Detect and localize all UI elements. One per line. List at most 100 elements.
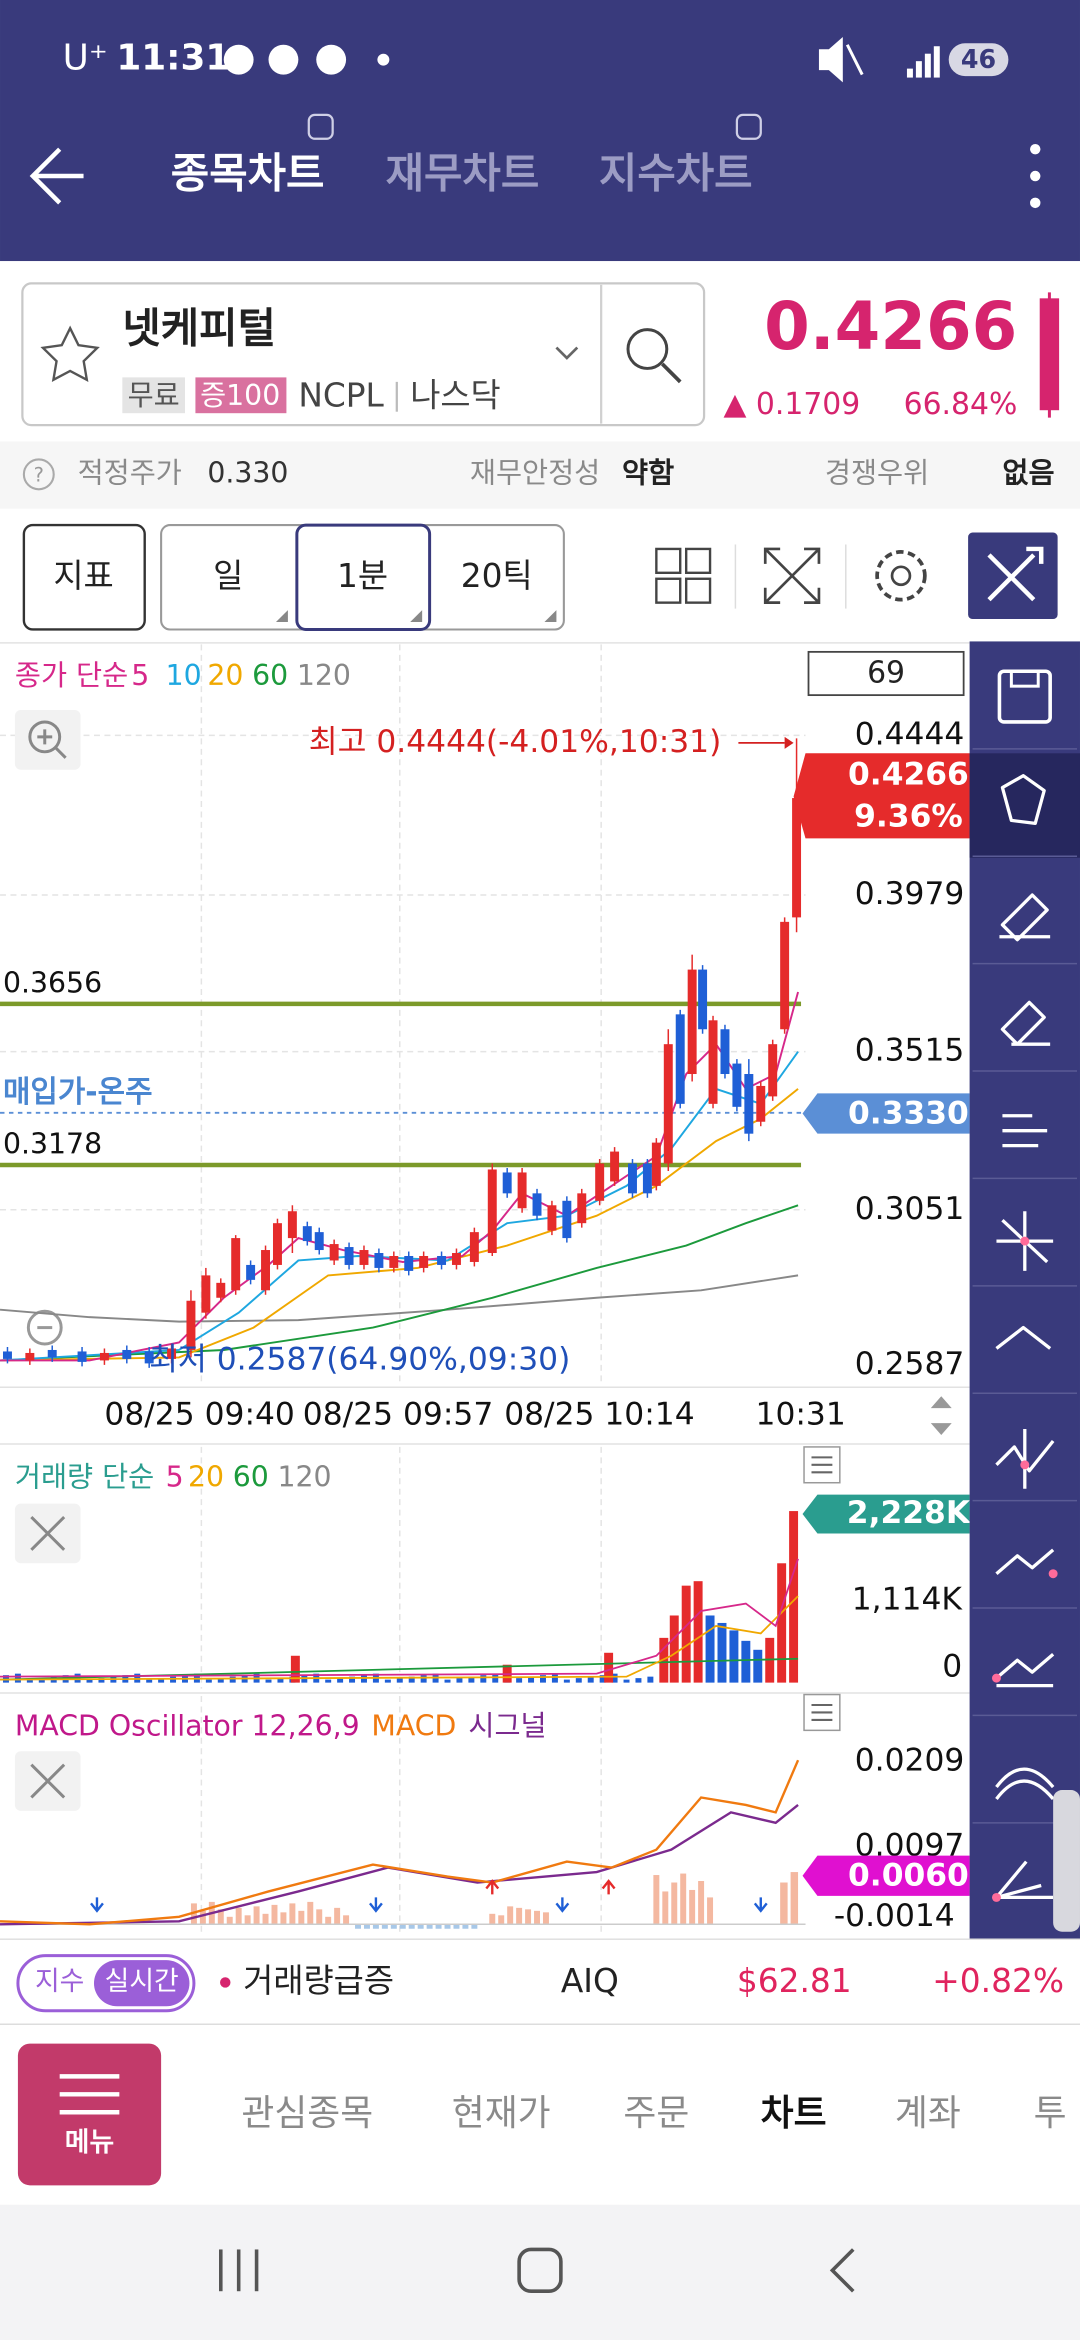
header-tab[interactable]: 재무차트 <box>386 149 540 198</box>
indicator-label[interactable]: 지표 <box>53 557 113 595</box>
macd-bar <box>381 1924 388 1929</box>
sidebar-tool[interactable] <box>995 1860 1054 1900</box>
ma120 <box>0 1274 799 1323</box>
tools-icon[interactable] <box>987 546 1044 602</box>
volume-bar <box>599 1675 606 1683</box>
tag-margin: 증100 <box>200 379 280 412</box>
sidebar-tool[interactable] <box>995 1429 1055 1489</box>
nav-item[interactable]: 현재가 <box>452 2093 551 2134</box>
period-selected <box>295 523 432 631</box>
volume-bar <box>456 1678 463 1683</box>
sidebar-tool[interactable] <box>999 893 1051 942</box>
stability: 약함 <box>622 456 674 489</box>
sidebar-tool[interactable] <box>995 1325 1052 1350</box>
candle <box>547 1205 557 1231</box>
expand-icon[interactable] <box>763 547 821 604</box>
macd-current: 0.0060 <box>848 1858 969 1894</box>
back-button[interactable] <box>29 147 84 205</box>
date-label: 08/25 09:40 <box>104 1397 294 1433</box>
candle <box>744 1074 754 1134</box>
candle <box>675 1014 685 1104</box>
price-axis-label: 0.3979 <box>855 876 965 912</box>
legend-ma: 5 <box>131 659 149 692</box>
candle <box>287 1211 297 1239</box>
zoom-in-icon[interactable] <box>28 720 62 754</box>
macd-bar <box>444 1924 451 1929</box>
zoom-out-icon[interactable] <box>26 1309 63 1346</box>
nav-item[interactable]: 관심종목 <box>241 2093 373 2134</box>
candle <box>708 1020 718 1104</box>
volume-bar <box>444 1679 451 1683</box>
volume-bar <box>384 1679 391 1683</box>
status-icon <box>268 44 299 75</box>
sidebar-tool[interactable] <box>995 1548 1055 1575</box>
sidebar-tool[interactable] <box>1000 1000 1051 1046</box>
news-text[interactable]: 거래량급증 <box>243 1962 394 2000</box>
nav-item[interactable]: 계좌 <box>895 2093 961 2134</box>
tab-icon <box>735 113 762 140</box>
candle <box>144 1351 154 1364</box>
signal-bar <box>906 68 913 78</box>
sidebar-tool[interactable] <box>995 1653 1055 1688</box>
kebab-dot <box>1030 197 1041 209</box>
candle <box>329 1244 339 1261</box>
buy-arrow <box>601 1879 616 1895</box>
sidebar-tool[interactable] <box>1000 774 1046 826</box>
signal-bar <box>933 46 940 78</box>
macd-bar <box>507 1906 514 1925</box>
dropdown-chevron[interactable] <box>555 346 579 360</box>
macd-line <box>0 1759 800 1926</box>
candle <box>780 921 790 1030</box>
macd-bar <box>534 1910 540 1925</box>
close-icon[interactable] <box>30 1515 66 1551</box>
price-change-pct: 66.84% <box>904 387 1018 422</box>
realtime-badge: 실시간 <box>105 1966 179 1997</box>
nav-item[interactable]: 투 <box>1034 2093 1067 2134</box>
sidebar-tool[interactable] <box>995 1767 1055 1801</box>
candle <box>122 1349 132 1359</box>
macd-bar <box>662 1891 669 1925</box>
news-dot <box>220 1977 231 1988</box>
volume-bar <box>540 1675 546 1683</box>
nav-item[interactable]: 차트 <box>761 2093 827 2134</box>
volume-bar <box>337 1678 344 1683</box>
volume-axis-label: 1,114K <box>852 1582 964 1618</box>
moat-label: 경쟁우위 <box>825 456 929 489</box>
macd-bar <box>217 1909 224 1925</box>
macd-legend-macd: MACD <box>371 1709 456 1742</box>
tag-free-bg <box>122 377 185 414</box>
macd-bar <box>253 1906 260 1925</box>
volume-bar <box>86 1679 93 1683</box>
sidebar-tool[interactable] <box>1002 1114 1048 1148</box>
candle <box>25 1352 35 1361</box>
nav-item[interactable]: 주문 <box>623 2093 689 2134</box>
buy-arrow <box>485 1879 500 1895</box>
stock-name: 넷케피털 <box>122 304 276 353</box>
help-icon[interactable] <box>22 458 55 491</box>
volume-bar <box>516 1678 523 1683</box>
period-button[interactable]: 1분 <box>337 557 388 595</box>
candle <box>651 1142 661 1186</box>
period-button[interactable]: 일 <box>213 557 243 595</box>
header-tab[interactable]: 지수차트 <box>599 149 753 198</box>
current-pct: 9.36% <box>854 798 963 834</box>
scroll-arrows[interactable] <box>930 1396 952 1435</box>
macd-bar <box>334 1907 341 1925</box>
period-button[interactable]: 20틱 <box>461 557 533 595</box>
macd-bar <box>471 1924 478 1929</box>
back-nav[interactable] <box>829 2248 855 2293</box>
macd-bar <box>316 1909 323 1925</box>
favorite-star[interactable] <box>40 325 100 382</box>
carrier: U⁺ <box>63 38 108 79</box>
menu-label[interactable]: 메뉴 <box>65 2127 114 2158</box>
macd-bar <box>390 1924 397 1929</box>
volume-bar <box>705 1615 715 1683</box>
settings-icon[interactable] <box>875 550 927 602</box>
header-tab[interactable]: 종목차트 <box>171 149 325 198</box>
search-icon[interactable] <box>626 328 669 370</box>
buy-price: 0.3330 <box>848 1095 969 1131</box>
volume-ma <box>0 1558 799 1678</box>
close-icon[interactable] <box>30 1763 66 1799</box>
volume-legend-ma: 120 <box>277 1460 331 1493</box>
